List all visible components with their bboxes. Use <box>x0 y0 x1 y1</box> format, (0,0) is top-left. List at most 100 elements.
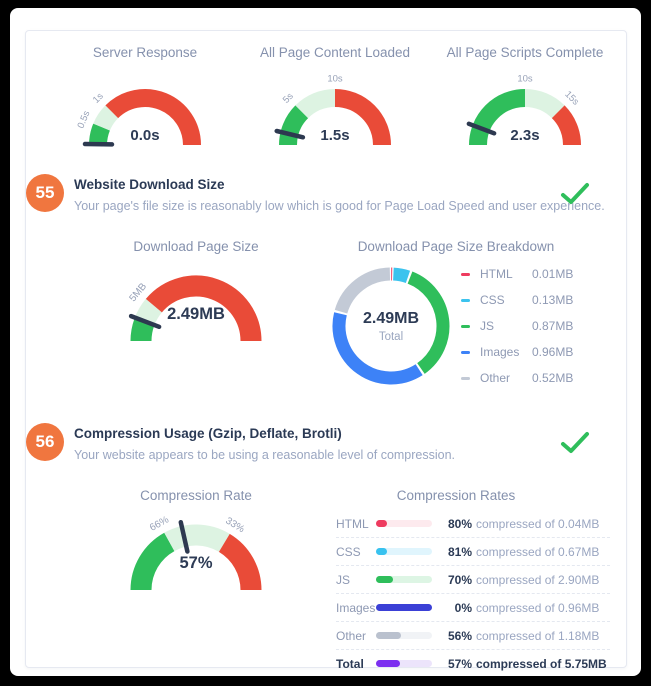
compression-rate-column: Compression Rate 66% 33% 57% <box>61 488 331 677</box>
gauge-segment <box>279 105 309 146</box>
timing-gauges-row: Server Response 0.5s 1s 0.0s All Page Con… <box>26 31 626 154</box>
compression-rate-title: Compression Rate <box>140 488 252 503</box>
gauge-needle <box>274 128 306 140</box>
legend-item-css: CSS 0.13MB <box>461 287 591 313</box>
gauge-segment <box>551 105 581 146</box>
compression-rate-percent: 81% <box>447 544 472 559</box>
compression-rate-suffix: compressed of 0.67MB <box>476 544 600 559</box>
server-response-block: Server Response 0.5s 1s 0.0s <box>52 45 238 154</box>
section-compression-usage: 56 Compression Usage (Gzip, Deflate, Bro… <box>26 423 626 677</box>
report-panel: Server Response 0.5s 1s 0.0s All Page Con… <box>10 8 641 676</box>
compression-charts-row: Compression Rate 66% 33% 57% Compression … <box>26 488 626 677</box>
compression-row-css: CSS 81% compressed of 0.67MB <box>336 537 610 565</box>
gauge-segment <box>105 89 201 146</box>
gauge-needle <box>178 519 190 554</box>
compression-rate-percent: 0% <box>454 600 472 615</box>
compression-bar-track <box>376 660 432 667</box>
legend-item-other: Other 0.52MB <box>461 365 591 391</box>
legend-item-html: HTML 0.01MB <box>461 261 591 287</box>
donut-svg <box>332 267 450 385</box>
compression-bar-fill <box>376 660 401 667</box>
gauge-segment <box>93 105 119 131</box>
server-response-value: 0.0s <box>130 127 160 144</box>
compression-row-other: Other 56% compressed of 1.18MB <box>336 621 610 649</box>
pass-check-icon <box>561 432 589 453</box>
compression-rates-title: Compression Rates <box>396 488 516 503</box>
section-55-title: Website Download Size <box>74 177 225 192</box>
compression-row-label: HTML <box>336 516 369 531</box>
legend-value: 0.52MB <box>532 371 574 385</box>
donut-slice-css <box>392 267 411 284</box>
download-size-title: Download Page Size <box>133 239 259 254</box>
compression-rate-suffix: compressed of 5.75MB <box>476 656 607 671</box>
compression-row-images: Images 0% compressed of 0.96MB <box>336 593 610 621</box>
legend-value: 0.87MB <box>532 319 574 333</box>
gauge-segment <box>130 532 175 591</box>
compression-row-label: Other <box>336 628 367 643</box>
compression-rate-percent: 56% <box>447 628 472 643</box>
compression-row-label: Images <box>336 600 376 615</box>
section-56-text: Compression Usage (Gzip, Deflate, Brotli… <box>74 423 455 462</box>
gauge-needle <box>128 313 162 330</box>
legend-marker <box>461 272 470 276</box>
content-loaded-block: All Page Content Loaded 5s 10s 1.5s <box>242 45 428 154</box>
gauge-segment <box>295 89 336 119</box>
legend-marker <box>461 350 470 354</box>
compression-bar-track <box>376 520 432 527</box>
compression-rate-value: 57% <box>179 554 213 572</box>
gauge-tick-label: 10s <box>517 74 533 85</box>
gauge-svg: 10s 15s <box>466 74 581 146</box>
size-breakdown-donut: 2.49MB Total <box>331 266 451 386</box>
gauge-segment <box>130 318 155 342</box>
legend-label: Other <box>480 371 511 385</box>
compression-rate-percent: 57% <box>447 656 472 671</box>
gauge-needle <box>466 121 497 136</box>
server-response-title: Server Response <box>92 45 198 60</box>
gauge-segment <box>334 89 391 146</box>
compression-row-total: Total 57% compressed of 5.75MB <box>336 649 610 677</box>
gauge-tick-label: 5s <box>281 91 296 106</box>
compression-rate-suffix: compressed of 2.90MB <box>476 572 600 587</box>
gauge-tick-label: 66% <box>148 514 171 533</box>
donut-slice-js <box>407 271 450 374</box>
size-breakdown-title: Download Page Size Breakdown <box>357 239 555 254</box>
section-number-badge: 55 <box>26 174 64 212</box>
legend-label: JS <box>480 319 495 333</box>
compression-rate-percent: 70% <box>447 572 472 587</box>
content-loaded-title: All Page Content Loaded <box>259 45 411 60</box>
content-loaded-gauge: 5s 10s 1.5s <box>250 45 420 154</box>
compression-bar-track <box>376 576 432 583</box>
server-response-gauge: 0.5s 1s 0.0s <box>60 45 230 154</box>
report-card: Server Response 0.5s 1s 0.0s All Page Con… <box>25 30 627 671</box>
section-55-text: Website Download Size Your page's file s… <box>74 174 605 213</box>
size-breakdown-legend: HTML 0.01MB CSS 0.13MB JS 0.87MB Images 0.96MB O… <box>461 261 626 391</box>
section-56-title: Compression Usage (Gzip, Deflate, Brotli… <box>74 426 342 441</box>
download-size-value: 2.49MB <box>167 305 225 323</box>
section-56-header: 56 Compression Usage (Gzip, Deflate, Bro… <box>26 423 626 462</box>
gauge-svg: 66% 33% <box>130 514 262 591</box>
donut-slice-images <box>332 312 423 385</box>
scripts-complete-gauge: 10s 15s 2.3s <box>440 45 610 154</box>
gauge-tick-label: 10s <box>327 74 343 85</box>
gauge-svg: 5s 10s <box>274 74 391 146</box>
compression-bar-fill <box>376 548 387 555</box>
legend-value: 0.96MB <box>532 345 574 359</box>
section-55-header: 55 Website Download Size Your page's fil… <box>26 174 626 213</box>
pass-check-icon <box>561 183 589 204</box>
legend-marker <box>461 324 470 328</box>
scripts-complete-title: All Page Scripts Complete <box>446 45 604 60</box>
legend-label: Images <box>480 345 520 359</box>
compression-rate-suffix: compressed of 1.18MB <box>476 628 600 643</box>
legend-value: 0.01MB <box>532 267 574 281</box>
size-breakdown-column: Download Page Size Breakdown 2.49MB Tota… <box>331 239 626 391</box>
scripts-complete-value: 2.3s <box>510 127 540 144</box>
donut-total-value: 2.49MB <box>362 309 420 327</box>
gauge-tick-label: 1s <box>91 91 106 106</box>
compression-rates-column: Compression Rates HTML 80% compressed of 0… <box>331 488 626 677</box>
download-size-charts-row: Download Page Size 5MB 2.49MB Download P… <box>26 239 626 391</box>
gauge-segment <box>218 533 262 591</box>
donut-center-label: 2.49MB Total <box>331 266 451 386</box>
compression-row-html: HTML 80% compressed of 0.04MB <box>336 510 610 537</box>
legend-marker <box>461 298 470 302</box>
